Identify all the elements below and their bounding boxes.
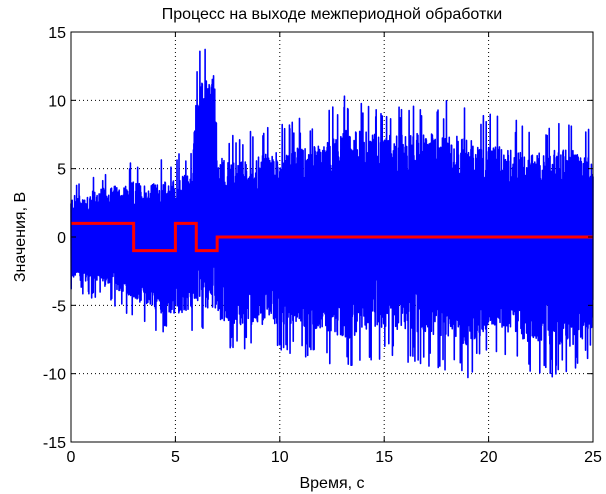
- x-tick-label: 10: [271, 449, 289, 466]
- x-tick-label: 20: [480, 449, 498, 466]
- plot-area: 0 5 10 15 20 25 -15 -10 -5 0 5 10 15: [43, 25, 602, 466]
- series-threshold: [71, 221, 593, 253]
- y-tick-label: 10: [48, 93, 66, 110]
- chart-title: Процесс на выходе межпериодной обработки: [162, 6, 503, 23]
- y-tick-label: 5: [57, 162, 66, 179]
- x-tick-label: 5: [171, 449, 180, 466]
- x-tick-label: 15: [375, 449, 393, 466]
- series-signal: [70, 48, 594, 379]
- y-axis-label: Значения, В: [12, 192, 29, 282]
- y-tick-label: 0: [57, 230, 66, 247]
- x-tick-label: 0: [67, 449, 76, 466]
- signal-line: [70, 48, 594, 379]
- y-axis: -15 -10 -5 0 5 10 15: [43, 25, 593, 452]
- x-axis: 0 5 10 15 20 25: [67, 32, 602, 466]
- y-tick-label: -10: [43, 367, 66, 384]
- y-tick-label: 15: [48, 25, 66, 42]
- x-axis-label: Время, с: [299, 475, 364, 492]
- y-tick-label: -5: [52, 298, 66, 315]
- x-tick-label: 25: [584, 449, 602, 466]
- threshold-line: [71, 221, 593, 253]
- y-tick-label: -15: [43, 435, 66, 452]
